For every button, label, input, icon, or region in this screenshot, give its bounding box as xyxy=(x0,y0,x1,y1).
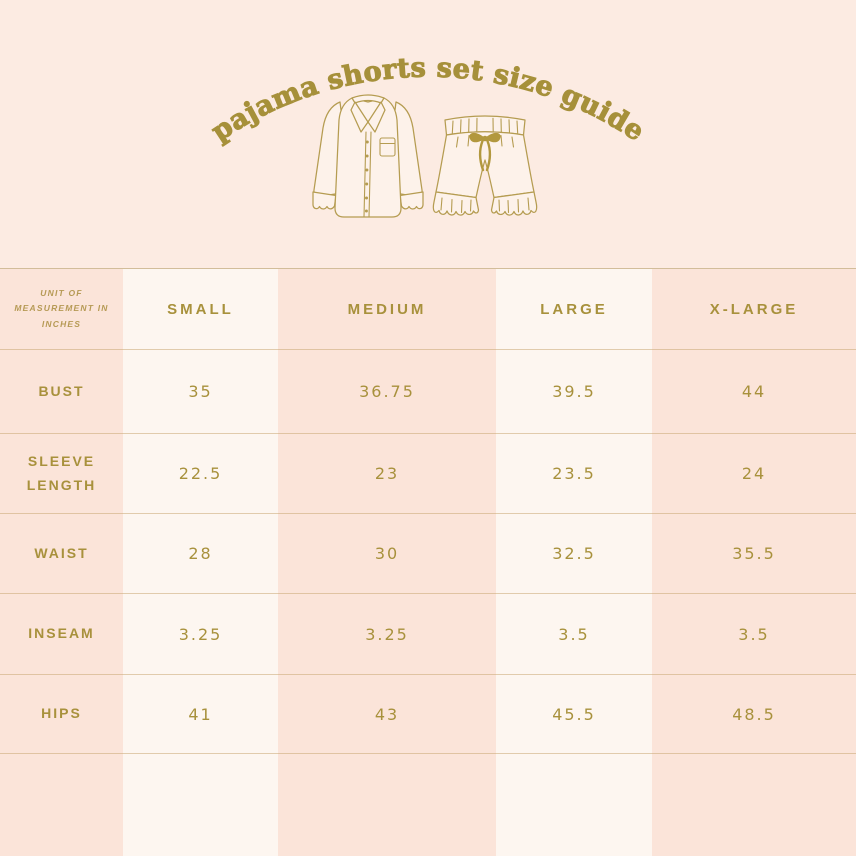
unit-note: UNIT OF MEASUREMENT IN INCHES xyxy=(14,288,109,329)
cell-sleeve-large: 23.5 xyxy=(496,433,652,513)
cell-bust-xlarge: 44 xyxy=(652,349,856,433)
value-hips-small: 41 xyxy=(188,704,213,724)
size-guide-title: pajama shorts set size guide xyxy=(205,52,650,148)
row-label-cell-inseam: INSEAM xyxy=(0,593,123,674)
title-arc-text: pajama shorts set size guide xyxy=(205,52,650,148)
value-inseam-small: 3.25 xyxy=(178,624,223,644)
cell-waist-large: 32.5 xyxy=(496,513,652,593)
row-label-inseam: INSEAM xyxy=(28,625,95,642)
value-waist-large: 32.5 xyxy=(552,544,596,563)
value-bust-large: 39.5 xyxy=(552,382,596,401)
column-header-small: SMALL xyxy=(167,300,234,318)
pajama-illustration xyxy=(312,94,538,218)
cell-hips-small: 41 xyxy=(123,674,278,753)
filler-cell-small-col xyxy=(123,753,278,856)
value-inseam-xlarge: 3.5 xyxy=(738,624,770,644)
row-label-bust: BUST xyxy=(38,382,85,399)
cell-waist-xlarge: 35.5 xyxy=(652,513,856,593)
cell-waist-medium: 30 xyxy=(278,513,496,593)
value-sleeve-large: 23.5 xyxy=(552,464,596,483)
cell-sleeve-small: 22.5 xyxy=(123,433,278,513)
cell-bust-small: 35 xyxy=(123,349,278,433)
header-cell-small: SMALL xyxy=(123,269,278,349)
value-inseam-large: 3.5 xyxy=(558,624,590,644)
row-label-cell-sleeve-length: SLEEVE LENGTH xyxy=(0,433,123,513)
value-hips-medium: 43 xyxy=(374,704,400,724)
value-bust-small: 35 xyxy=(188,382,213,401)
row-label-cell-waist: WAIST xyxy=(0,513,123,593)
row-label-cell-hips: HIPS xyxy=(0,674,123,753)
header-cell-xlarge: X-LARGE xyxy=(652,269,856,349)
pajama-shorts-illustration xyxy=(432,115,538,216)
header-cell-medium: MEDIUM xyxy=(278,269,496,349)
row-label-cell-bust: BUST xyxy=(0,349,123,433)
filler-cell-large-col xyxy=(496,753,652,856)
filler-cell-xlarge-col xyxy=(652,753,856,856)
pajama-shirt-illustration xyxy=(312,94,424,218)
value-hips-large: 45.5 xyxy=(552,704,596,724)
column-header-large: LARGE xyxy=(540,300,608,318)
cell-inseam-xlarge: 3.5 xyxy=(652,593,856,674)
value-sleeve-small: 22.5 xyxy=(178,464,223,483)
value-waist-medium: 30 xyxy=(374,544,400,563)
cell-inseam-medium: 3.25 xyxy=(278,593,496,674)
cell-waist-small: 28 xyxy=(123,513,278,593)
value-bust-medium: 36.75 xyxy=(359,382,415,401)
cell-hips-large: 45.5 xyxy=(496,674,652,753)
unit-note-cell: UNIT OF MEASUREMENT IN INCHES xyxy=(0,269,123,349)
cell-hips-xlarge: 48.5 xyxy=(652,674,856,753)
column-header-medium: MEDIUM xyxy=(347,300,427,318)
cell-inseam-small: 3.25 xyxy=(123,593,278,674)
value-sleeve-medium: 23 xyxy=(374,464,400,483)
cell-hips-medium: 43 xyxy=(278,674,496,753)
value-inseam-medium: 3.25 xyxy=(365,624,409,644)
title-text-container: pajama shorts set size guide xyxy=(206,53,650,148)
cell-inseam-large: 3.5 xyxy=(496,593,652,674)
filler-cell-label-col xyxy=(0,753,123,856)
value-hips-xlarge: 48.5 xyxy=(732,704,776,724)
cell-bust-large: 39.5 xyxy=(496,349,652,433)
cell-bust-medium: 36.75 xyxy=(278,349,496,433)
cell-sleeve-xlarge: 24 xyxy=(652,433,856,513)
header-cell-large: LARGE xyxy=(496,269,652,349)
row-label-waist: WAIST xyxy=(34,544,89,561)
row-label-hips: HIPS xyxy=(41,705,82,722)
value-bust-xlarge: 44 xyxy=(741,382,767,401)
row-label-sleeve-length: SLEEVE LENGTH xyxy=(26,453,97,493)
size-table: UNIT OF MEASUREMENT IN INCHES SMALL MEDI… xyxy=(0,268,856,856)
value-waist-xlarge: 35.5 xyxy=(732,544,776,563)
cell-sleeve-medium: 23 xyxy=(278,433,496,513)
filler-cell-medium-col xyxy=(278,753,496,856)
value-waist-small: 28 xyxy=(188,544,213,563)
value-sleeve-xlarge: 24 xyxy=(741,464,767,483)
column-header-xlarge: X-LARGE xyxy=(709,300,799,318)
